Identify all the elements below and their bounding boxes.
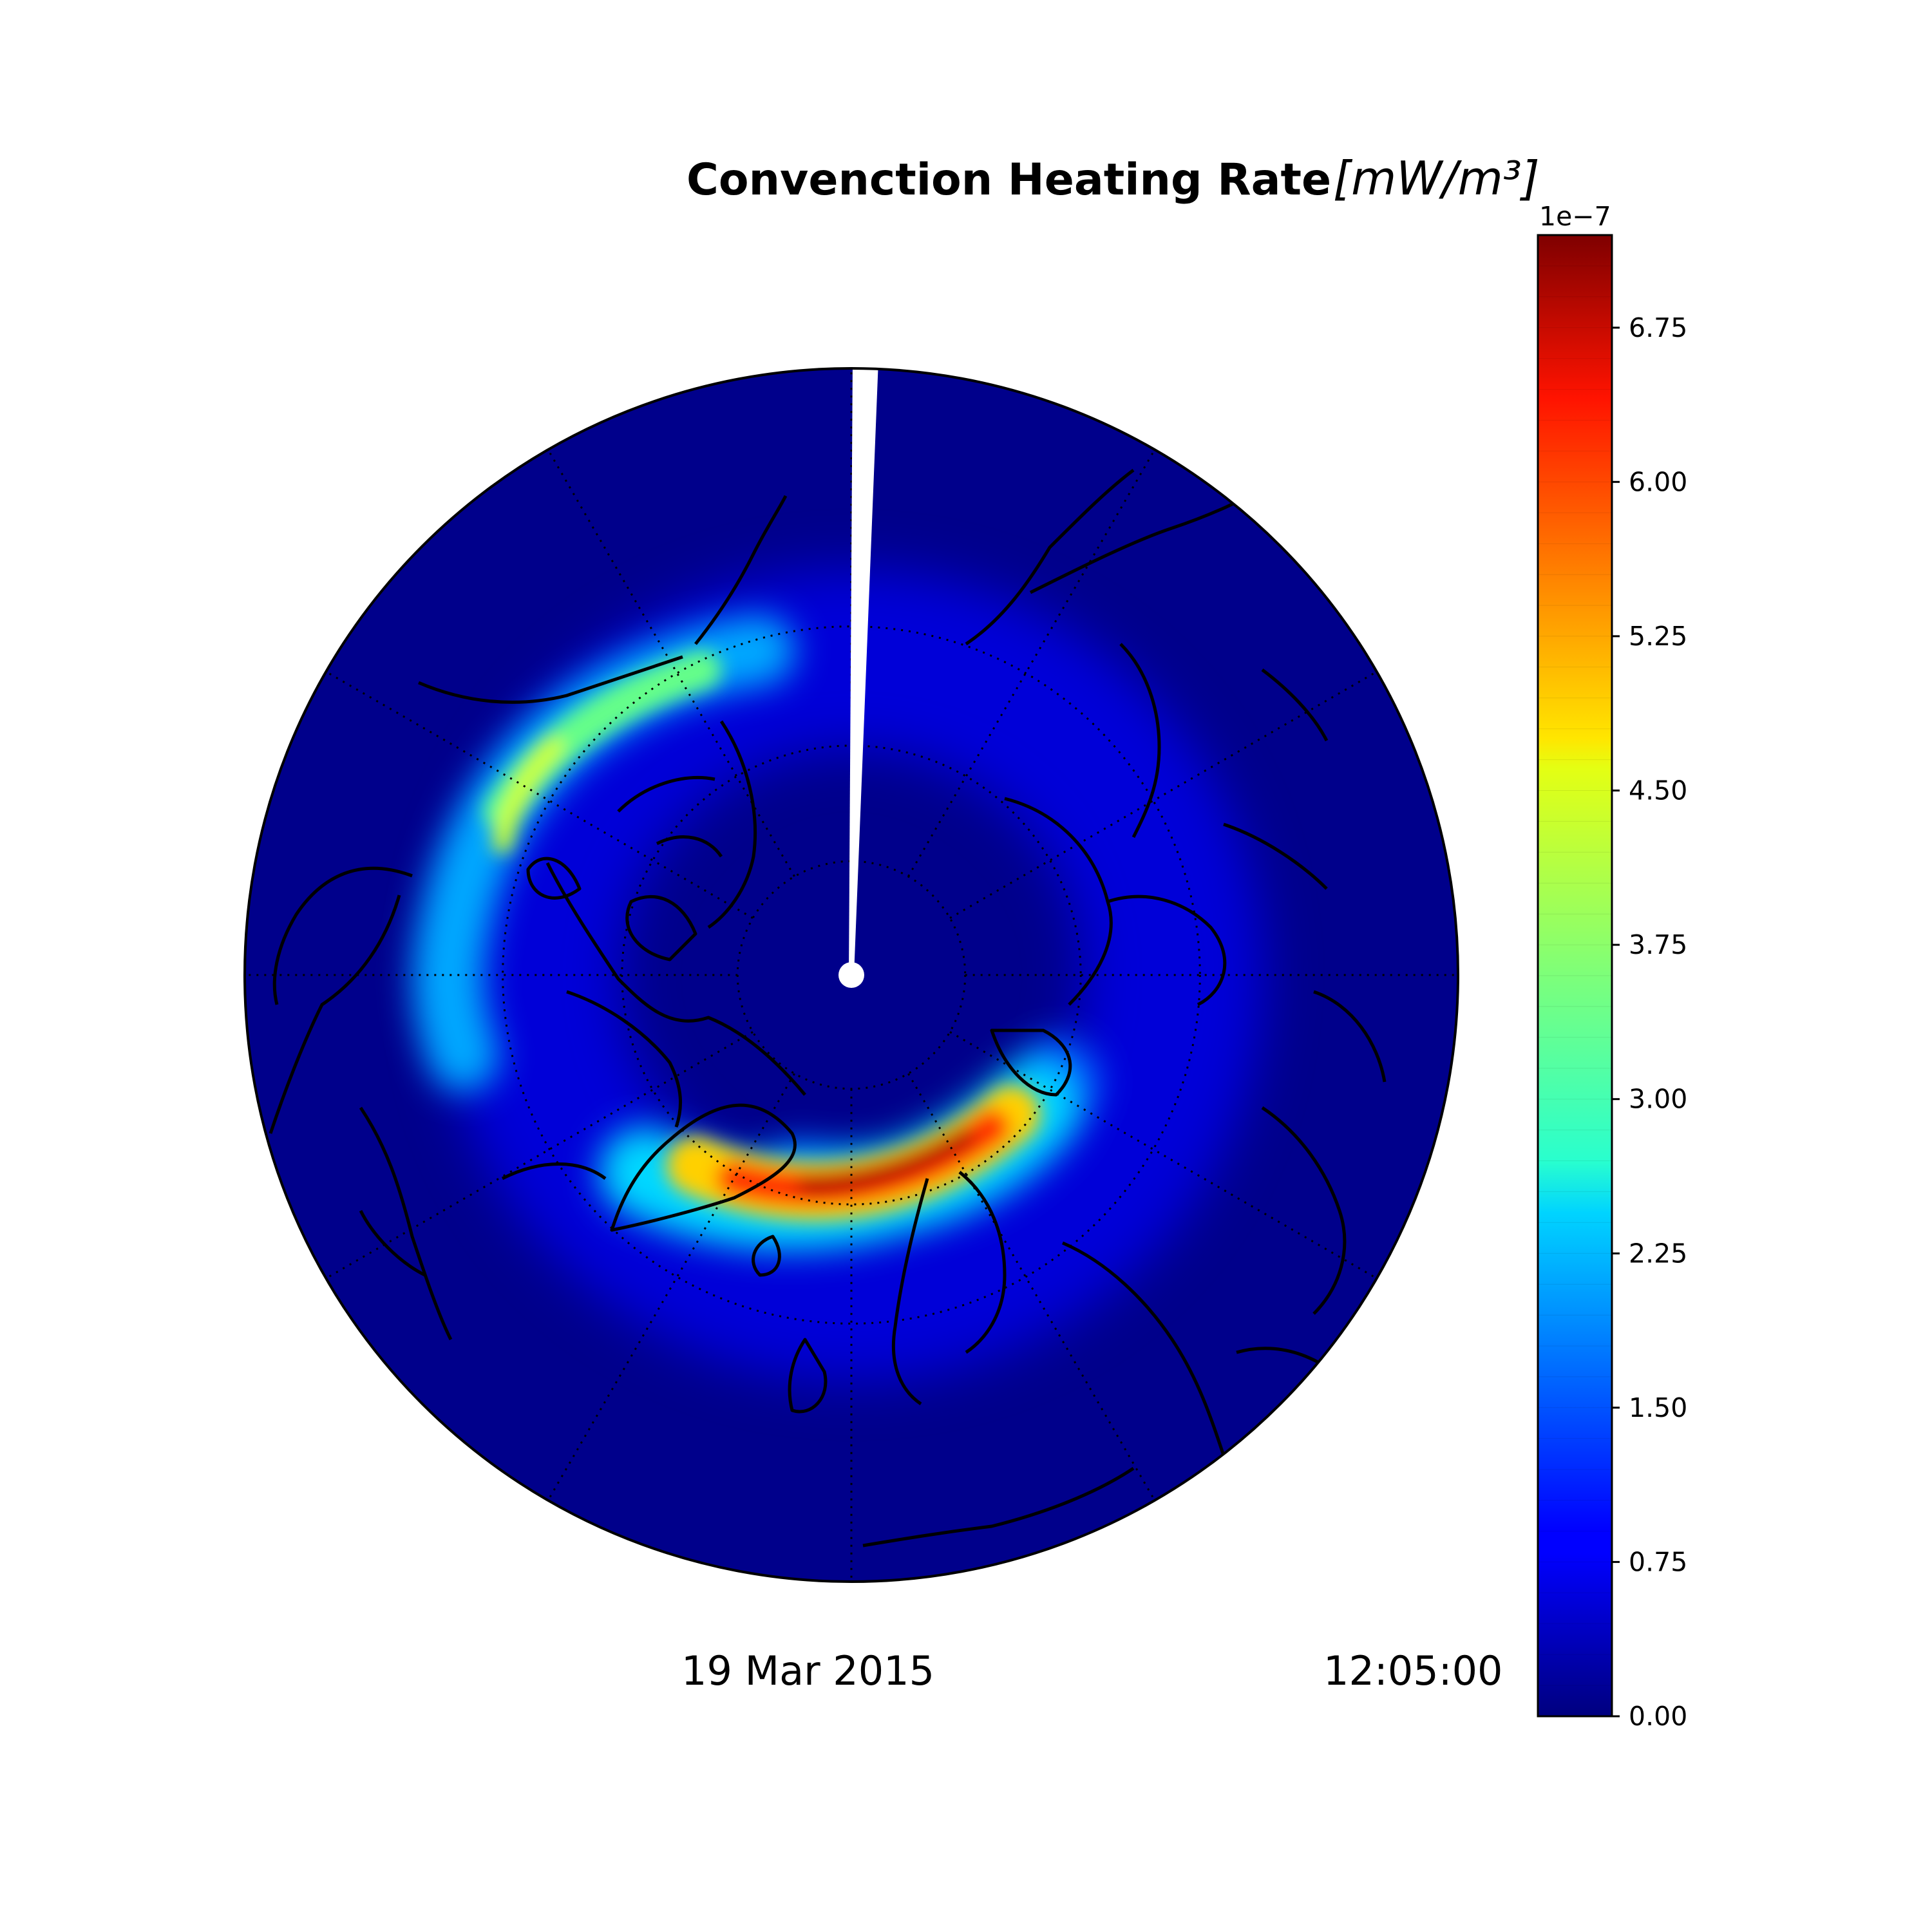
time-label: 12:05:00 — [1323, 1647, 1503, 1694]
colorbar-exponent: 1e−7 — [1539, 201, 1611, 232]
meridian-300 — [325, 670, 753, 919]
parallel-60 — [502, 625, 1201, 1325]
chart-title-unit: [mW/m³] — [1333, 151, 1540, 205]
colorbar-tick-label: 6.00 — [1629, 466, 1687, 497]
pole-marker — [838, 962, 864, 988]
meridian-150 — [907, 1073, 1156, 1501]
colorbar-tick-label: 3.00 — [1629, 1084, 1687, 1115]
colorbar-tick-label: 6.75 — [1629, 312, 1687, 343]
date-label: 19 Mar 2015 — [681, 1647, 935, 1694]
colorbar-tick-label: 4.50 — [1629, 775, 1687, 806]
colorbar-frame — [1537, 234, 1613, 1718]
meridian-240 — [325, 1031, 753, 1280]
colorbar-tick-label: 0.00 — [1629, 1701, 1687, 1732]
colorbar-gradient — [1538, 235, 1612, 1716]
colorbar-tick-label: 0.75 — [1629, 1546, 1687, 1577]
colorbar: 1e−7 0.00 0.75 1.50 2.25 3.00 3.75 4.50 5.25 6.0… — [1537, 201, 1687, 1732]
colorbar-tick-label: 3.75 — [1629, 929, 1687, 960]
chart-title: Convenction Heating Rate — [687, 155, 1331, 205]
meridians — [245, 368, 1458, 1582]
parallel-70 — [621, 744, 1082, 1206]
colorbar-band-lines — [1538, 265, 1612, 1686]
coastlines — [269, 469, 1387, 1548]
meridian-210 — [547, 1073, 795, 1501]
colorbar-tick-label: 1.50 — [1629, 1392, 1687, 1423]
colorbar-tick-label: 2.25 — [1629, 1238, 1687, 1269]
colorbar-tick-label: 5.25 — [1629, 621, 1687, 652]
polar-map — [245, 368, 1458, 1582]
meridian-330 — [547, 449, 795, 877]
meridian-60 — [949, 670, 1378, 919]
colorbar-ticks: 0.00 0.75 1.50 2.25 3.00 3.75 4.50 5.25 6.00 6.75 — [1612, 312, 1687, 1732]
meridian-120 — [949, 1031, 1378, 1280]
map-border — [243, 367, 1459, 1583]
meridian-30 — [907, 449, 1156, 877]
no-data-wedge — [849, 368, 878, 975]
